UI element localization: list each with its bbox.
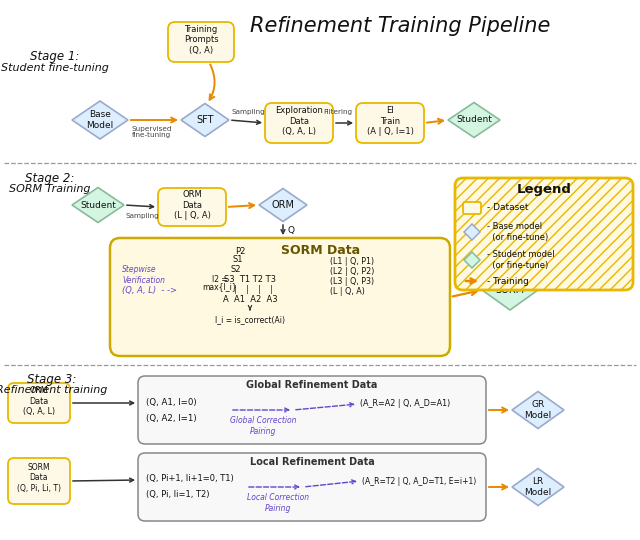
Text: - Dataset: - Dataset: [487, 204, 529, 213]
Polygon shape: [512, 469, 564, 505]
Text: EI
Train
(A | Q, l=1): EI Train (A | Q, l=1): [367, 106, 413, 136]
Text: Sampling: Sampling: [231, 109, 265, 115]
Text: A  A1  A2  A3: A A1 A2 A3: [223, 295, 277, 305]
Text: max{l_i}: max{l_i}: [203, 282, 237, 292]
Text: Q: Q: [287, 226, 294, 234]
Text: Student: Student: [80, 200, 116, 210]
Text: Legend: Legend: [516, 183, 572, 195]
Text: Refinement Training Pipeline: Refinement Training Pipeline: [250, 16, 550, 36]
FancyBboxPatch shape: [463, 202, 481, 214]
Polygon shape: [482, 270, 538, 310]
Polygon shape: [512, 392, 564, 429]
Text: |    |    |    |: | | | |: [234, 286, 273, 294]
Text: (Q, A2, l=1): (Q, A2, l=1): [146, 414, 196, 422]
FancyBboxPatch shape: [8, 458, 70, 504]
Polygon shape: [72, 187, 124, 222]
Text: (Q, A1, l=0): (Q, A1, l=0): [146, 397, 196, 407]
Text: ORM: ORM: [271, 200, 294, 210]
Text: Global Correction
Pairing: Global Correction Pairing: [230, 416, 296, 436]
Text: GR
Model: GR Model: [524, 400, 552, 420]
Text: (A_R=T2 | Q, A_D=T1, E=i+1): (A_R=T2 | Q, A_D=T1, E=i+1): [362, 476, 476, 485]
Polygon shape: [464, 252, 480, 268]
Polygon shape: [259, 188, 307, 221]
Text: (L2 | Q, P2): (L2 | Q, P2): [330, 267, 374, 276]
FancyBboxPatch shape: [455, 178, 633, 290]
Text: Student fine-tuning: Student fine-tuning: [1, 63, 109, 73]
Text: Global Refinement Data: Global Refinement Data: [246, 380, 378, 390]
Text: (Q, A, L)  - ->: (Q, A, L) - ->: [122, 286, 177, 294]
Text: Local Refinement Data: Local Refinement Data: [250, 457, 374, 467]
FancyBboxPatch shape: [8, 383, 70, 423]
FancyBboxPatch shape: [158, 188, 226, 226]
Text: ORM
Data
(Q, A, L): ORM Data (Q, A, L): [23, 386, 55, 416]
FancyBboxPatch shape: [265, 103, 333, 143]
Text: SORM: SORM: [495, 285, 525, 295]
Text: (Q, Pi+1, li+1=0, T1): (Q, Pi+1, li+1=0, T1): [146, 475, 234, 483]
Polygon shape: [464, 224, 480, 240]
Text: (L3 | Q, P3): (L3 | Q, P3): [330, 278, 374, 287]
Text: Exploration
Data
(Q, A, L): Exploration Data (Q, A, L): [275, 106, 323, 136]
Text: Stage 3:: Stage 3:: [28, 373, 77, 386]
Text: Refinement training: Refinement training: [0, 385, 108, 395]
Text: Base
Model: Base Model: [86, 110, 114, 130]
Text: S1: S1: [233, 255, 243, 265]
Text: (L1 | Q, P1): (L1 | Q, P1): [330, 258, 374, 267]
Text: Stage 1:: Stage 1:: [30, 50, 80, 63]
FancyBboxPatch shape: [110, 238, 450, 356]
Text: - Base model
  (or fine-tune): - Base model (or fine-tune): [487, 222, 548, 242]
Text: Stepwise
Verification: Stepwise Verification: [122, 265, 165, 285]
Text: Local Correction
Pairing: Local Correction Pairing: [247, 494, 309, 512]
Text: Training
Prompts
(Q, A): Training Prompts (Q, A): [184, 25, 218, 55]
Polygon shape: [72, 101, 128, 139]
Text: S2: S2: [231, 266, 241, 274]
Text: l2 =: l2 =: [212, 275, 228, 285]
Text: (Q, Pi, li=1, T2): (Q, Pi, li=1, T2): [146, 490, 209, 500]
Polygon shape: [448, 103, 500, 138]
Polygon shape: [181, 104, 229, 137]
Text: Sampling: Sampling: [125, 213, 159, 219]
FancyBboxPatch shape: [168, 22, 234, 62]
Text: Supervised
fine-tuning: Supervised fine-tuning: [132, 125, 172, 138]
Text: - Student model
  (or fine-tune): - Student model (or fine-tune): [487, 251, 555, 269]
Text: SFT: SFT: [196, 115, 214, 125]
Text: P2: P2: [235, 247, 245, 256]
Text: (A_R=A2 | Q, A_D=A1): (A_R=A2 | Q, A_D=A1): [360, 400, 451, 408]
Text: S3  T1 T2 T3: S3 T1 T2 T3: [224, 275, 276, 285]
FancyBboxPatch shape: [138, 376, 486, 444]
Text: l_i = is_correct(Ai): l_i = is_correct(Ai): [215, 315, 285, 325]
Text: SORM Data: SORM Data: [281, 244, 360, 256]
FancyBboxPatch shape: [138, 453, 486, 521]
Text: LR
Model: LR Model: [524, 477, 552, 497]
Text: - Training: - Training: [487, 276, 529, 286]
Text: Student: Student: [456, 116, 492, 125]
Text: SORM Training: SORM Training: [9, 184, 91, 194]
Text: ORM
Data
(L | Q, A): ORM Data (L | Q, A): [173, 190, 211, 220]
FancyBboxPatch shape: [356, 103, 424, 143]
Text: Filtering: Filtering: [323, 109, 353, 115]
Text: Stage 2:: Stage 2:: [26, 172, 75, 185]
Text: SORM
Data
(Q, Pi, Li, T): SORM Data (Q, Pi, Li, T): [17, 463, 61, 493]
Text: (L | Q, A): (L | Q, A): [330, 287, 365, 296]
